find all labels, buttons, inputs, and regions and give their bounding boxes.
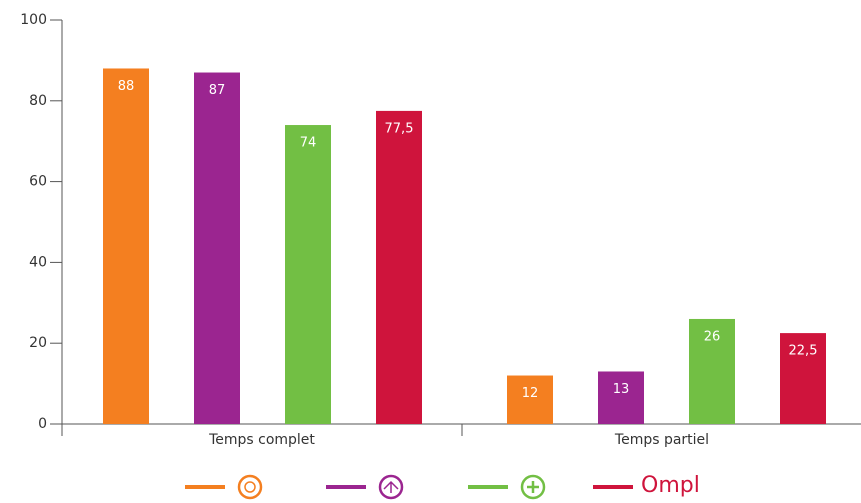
legend-label: Ompl — [641, 473, 700, 498]
value-label: 74 — [300, 136, 317, 151]
legend-icon — [383, 480, 399, 493]
y-tick-label: 80 — [29, 93, 47, 109]
bar — [376, 110, 422, 425]
bar — [194, 72, 240, 425]
legend-icon — [520, 474, 546, 500]
bar — [598, 371, 644, 424]
y-tick-label: 20 — [29, 335, 47, 351]
bar — [689, 318, 735, 424]
bar — [507, 375, 553, 424]
bar — [103, 68, 149, 424]
value-label: 22,5 — [789, 344, 818, 359]
x-tick-label: Temps complet — [208, 432, 315, 448]
value-label: 77,5 — [385, 121, 414, 136]
value-label: 13 — [613, 382, 630, 397]
y-tick-label: 40 — [29, 254, 47, 270]
value-label: 88 — [118, 79, 135, 94]
legend-icon — [527, 481, 539, 493]
legend-icon — [378, 474, 404, 500]
value-label: 87 — [209, 83, 226, 98]
value-label: 12 — [522, 386, 539, 401]
bar — [285, 125, 331, 424]
y-tick-label: 0 — [38, 416, 47, 432]
legend-icons — [237, 474, 546, 500]
y-tick-label: 60 — [29, 174, 47, 190]
legend-icon — [237, 474, 263, 500]
bar — [780, 333, 826, 424]
y-tick-label: 100 — [20, 12, 47, 28]
value-label: 26 — [704, 329, 721, 344]
legend-icon — [244, 481, 256, 493]
x-tick-label: Temps partiel — [614, 432, 709, 448]
